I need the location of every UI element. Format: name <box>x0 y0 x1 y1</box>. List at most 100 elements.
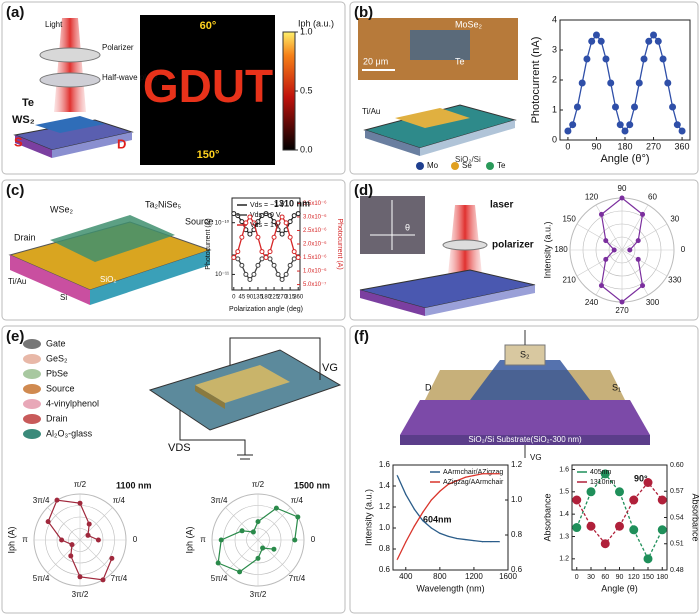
polar-spoke <box>257 539 291 573</box>
colorbar-label: Iph (a.u.) <box>298 18 334 28</box>
data-point <box>85 532 91 538</box>
polar-spoke <box>595 204 623 251</box>
data-point <box>657 525 667 535</box>
r-axis-label: Iph (A) <box>6 526 16 553</box>
angle-label: 3π/2 <box>72 590 89 599</box>
angle-label: π/2 <box>252 480 265 489</box>
angle-label: π <box>200 535 206 544</box>
series-line <box>233 255 299 281</box>
data-point <box>573 103 581 111</box>
label: Drain <box>46 413 68 423</box>
angle-label: π <box>22 535 28 544</box>
data-point <box>588 37 596 45</box>
data-point <box>295 211 301 217</box>
diagram-e <box>148 337 342 460</box>
data-point <box>295 514 301 520</box>
label: PbSe <box>46 368 68 378</box>
label: SiO₂/Si Substrate(SiO₂-300 nm) <box>468 435 582 444</box>
data-point <box>650 31 658 39</box>
label: S₁ <box>612 382 621 392</box>
data-point <box>583 55 591 63</box>
y-axis-label: Absorbance <box>542 493 552 541</box>
label: MoSe₂ <box>455 19 483 29</box>
data-point <box>267 249 273 255</box>
panel-label: (d) <box>354 182 373 199</box>
angle-label: 300 <box>646 298 660 307</box>
label: Light <box>45 20 63 29</box>
data-point <box>239 234 245 240</box>
data-point <box>259 213 265 219</box>
angle-label: π/4 <box>113 496 126 505</box>
y-tick-label: 1.6 <box>559 466 569 473</box>
legend-dot <box>451 162 459 170</box>
label: Te <box>22 97 34 109</box>
data-point <box>291 213 297 219</box>
data-point <box>255 555 261 561</box>
data-point <box>231 211 237 217</box>
data-point <box>673 121 681 129</box>
polar-spoke <box>621 204 649 251</box>
y2-tick-label: 2.0x10⁻⁶ <box>303 241 327 248</box>
data-point <box>598 283 604 289</box>
plot-frame <box>571 464 668 571</box>
data-point <box>615 487 624 497</box>
legend-dot <box>486 162 494 170</box>
panel-label: (c) <box>6 182 24 199</box>
tick-label: 0.5 <box>300 85 313 95</box>
x-tick-label: 0 <box>565 141 570 151</box>
y2-tick-label: 1.2 <box>511 460 523 469</box>
legend-label: AArmchair/AZigzag <box>443 469 503 476</box>
y2-axis-label: Photocurrent (A) <box>336 218 343 269</box>
data-point <box>629 495 639 505</box>
label: VG <box>530 453 542 462</box>
data-point <box>619 299 625 305</box>
y2-axis-label: Absorbance <box>691 493 700 541</box>
data-point <box>603 256 609 262</box>
y-tick-label: 2 <box>552 74 557 84</box>
angle-label: 330 <box>668 276 682 285</box>
data-point <box>603 238 609 244</box>
data-point <box>287 234 293 240</box>
diagram-c <box>8 215 212 305</box>
y-tick-label: 0 <box>552 134 557 144</box>
data-point <box>616 121 624 129</box>
label: Te <box>455 56 465 66</box>
x-tick-label: 90 <box>591 141 601 151</box>
angle-label: 0 <box>133 535 138 544</box>
series-line <box>600 197 644 303</box>
data-point <box>86 521 92 527</box>
data-point <box>569 121 577 129</box>
angle-label: 3π/4 <box>211 496 228 505</box>
y-tick-label: 1.5 <box>559 489 569 496</box>
polar-spoke <box>621 249 668 277</box>
polar-spoke <box>595 249 623 296</box>
label: Ti/Au <box>8 277 26 286</box>
polar-spoke <box>225 507 259 541</box>
label: WSe₂ <box>50 204 74 214</box>
label: GeS₂ <box>46 353 68 363</box>
data-point <box>271 262 277 268</box>
image-text: GDUT <box>143 60 273 112</box>
annotation: 1500 nm <box>294 480 330 490</box>
label: Ti/Au <box>362 107 380 116</box>
label: laser <box>490 200 513 211</box>
data-point <box>586 487 596 497</box>
label: Polarizer <box>102 43 134 52</box>
x-tick-label: 180 <box>617 141 632 151</box>
label: 4-vinylphenol <box>46 398 99 408</box>
polar-spoke <box>225 539 259 573</box>
angle-label: 270 <box>615 306 629 315</box>
legend-label: 405nm <box>590 469 612 476</box>
label: Ta₂NiSe₅ <box>145 199 182 209</box>
y-tick-label: 0.6 <box>379 565 391 574</box>
annotation: 1310 nm <box>274 198 310 208</box>
data-point <box>54 497 60 503</box>
polar-spoke <box>47 539 81 573</box>
data-point <box>635 256 641 262</box>
polar-spoke <box>79 539 113 573</box>
data-point <box>598 211 604 217</box>
x-axis-label: Wavelength (nm) <box>416 583 484 593</box>
label: θ <box>405 222 410 232</box>
data-point <box>259 256 265 262</box>
label: 20 μm <box>363 56 388 66</box>
